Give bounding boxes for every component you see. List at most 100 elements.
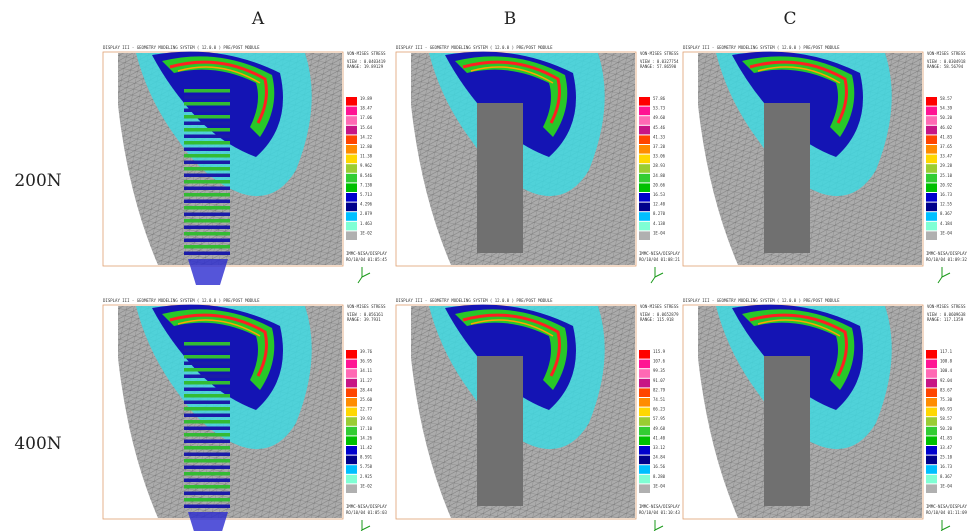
legend-swatch: [346, 155, 357, 164]
legend-label: 1E-02: [360, 483, 373, 488]
thread-band: [184, 206, 230, 210]
thread-band: [184, 102, 230, 106]
implant-body: [764, 356, 810, 506]
thread-band: [184, 368, 230, 372]
legend-label: 16.53: [653, 192, 666, 197]
legend-label: 11.38: [360, 154, 373, 159]
date-label: RO/10/04 01:08:21: [639, 257, 681, 262]
legend-label: 74.51: [653, 397, 666, 402]
legend-swatch: [639, 212, 650, 221]
legend-swatch: [926, 408, 937, 417]
legend-swatch: [346, 436, 357, 445]
legend-label: 34.11: [360, 368, 373, 373]
legend-label: 54.39: [940, 106, 953, 111]
legend-swatch: [639, 379, 650, 388]
legend-label: 14.26: [360, 435, 373, 440]
legend-label: 4.138: [653, 221, 666, 226]
legend-swatch: [926, 379, 937, 388]
legend-swatch: [346, 484, 357, 493]
legend-swatch: [926, 417, 937, 426]
legend-label: 28.44: [360, 387, 373, 392]
implant-tip: [188, 259, 228, 285]
panel-header: DISPLAY III - GEOMETRY MODELING SYSTEM (…: [396, 298, 553, 303]
legend-swatch: [639, 231, 650, 240]
legend-label: 83.67: [940, 387, 953, 392]
legend-swatch: [346, 203, 357, 212]
thread-band: [184, 498, 230, 502]
legend-label: 82.79: [653, 387, 666, 392]
row-label: 200N: [14, 171, 61, 191]
legend-label: 115.9: [653, 349, 666, 354]
legend-swatch: [346, 475, 357, 484]
legend-label: 19.93: [360, 416, 373, 421]
thread-band: [184, 401, 230, 405]
fea-panel: DISPLAY III - GEOMETRY MODELING SYSTEM (…: [396, 298, 681, 531]
thread-band: [184, 154, 230, 158]
thread-band: [184, 440, 230, 444]
thread-band: [184, 349, 230, 353]
legend-label: 49.60: [653, 115, 666, 120]
legend-label: 46.02: [940, 125, 953, 130]
legend-label: 33.12: [653, 445, 666, 450]
legend-label: 92.04: [940, 378, 953, 383]
legend-swatch: [346, 107, 357, 116]
legend-label: 39.76: [360, 349, 373, 354]
legend-label: 8.546: [360, 173, 373, 178]
legend-swatch: [639, 456, 650, 465]
legend-swatch: [639, 203, 650, 212]
date-label: RO/10/04 01:10:43: [639, 510, 681, 515]
column-label: B: [504, 9, 517, 29]
implant-body: [477, 356, 523, 506]
thread-band: [184, 492, 230, 496]
implant-tip: [188, 512, 228, 531]
fea-panel: DISPLAY III - GEOMETRY MODELING SYSTEM (…: [683, 45, 967, 283]
legend-title: VON-MISES STRESS: [927, 304, 966, 309]
legend-swatch: [639, 475, 650, 484]
legend-swatch: [639, 350, 650, 359]
thread-band: [184, 115, 230, 119]
legend-label: 66.93: [940, 407, 953, 412]
panel-header: DISPLAY III - GEOMETRY MODELING SYSTEM (…: [683, 298, 840, 303]
legend-label: 5.758: [360, 464, 373, 469]
thread-band: [184, 245, 230, 249]
legend-label: 4.296: [360, 202, 373, 207]
range-label: RANGE: 39.7931: [347, 317, 381, 322]
legend-swatch: [639, 155, 650, 164]
thread-band: [184, 96, 230, 100]
legend-swatch: [346, 126, 357, 135]
thread-band: [184, 89, 230, 93]
legend-label: 29.28: [940, 163, 953, 168]
legend-label: 12.80: [360, 144, 373, 149]
thread-band: [184, 355, 230, 359]
thread-band: [184, 128, 230, 132]
legend-swatch: [926, 222, 937, 231]
legend-swatch: [639, 465, 650, 474]
footer-label: IMMC-NISA/DISPLAY: [926, 251, 967, 256]
legend-swatch: [639, 97, 650, 106]
axis-triad: [938, 267, 950, 283]
legend-label: 58.57: [940, 96, 953, 101]
thread-band: [184, 219, 230, 223]
legend-title: VON-MISES STRESS: [640, 51, 679, 56]
legend-title: VON-MISES STRESS: [927, 51, 966, 56]
legend-swatch: [346, 174, 357, 183]
thread-band: [184, 375, 230, 379]
legend-swatch: [926, 164, 937, 173]
legend-label: 41.83: [940, 435, 953, 440]
date-label: RO/10/04 01:09:32: [926, 257, 967, 262]
thread-band: [184, 200, 230, 204]
legend-label: 8.280: [653, 474, 666, 479]
legend-swatch: [926, 465, 937, 474]
legend-swatch: [926, 135, 937, 144]
axis-triad: [358, 267, 370, 283]
range-label: RANGE: 117.1359: [927, 317, 964, 322]
legend-label: 25.10: [940, 455, 953, 460]
legend-label: 91.07: [653, 378, 666, 383]
footer-label: IMMC-NISA/DISPLAY: [926, 504, 967, 509]
legend-label: 12.40: [653, 202, 666, 207]
legend-label: 11.42: [360, 445, 373, 450]
legend-swatch: [639, 135, 650, 144]
thread-band: [184, 459, 230, 463]
legend-swatch: [346, 369, 357, 378]
legend-swatch: [639, 417, 650, 426]
